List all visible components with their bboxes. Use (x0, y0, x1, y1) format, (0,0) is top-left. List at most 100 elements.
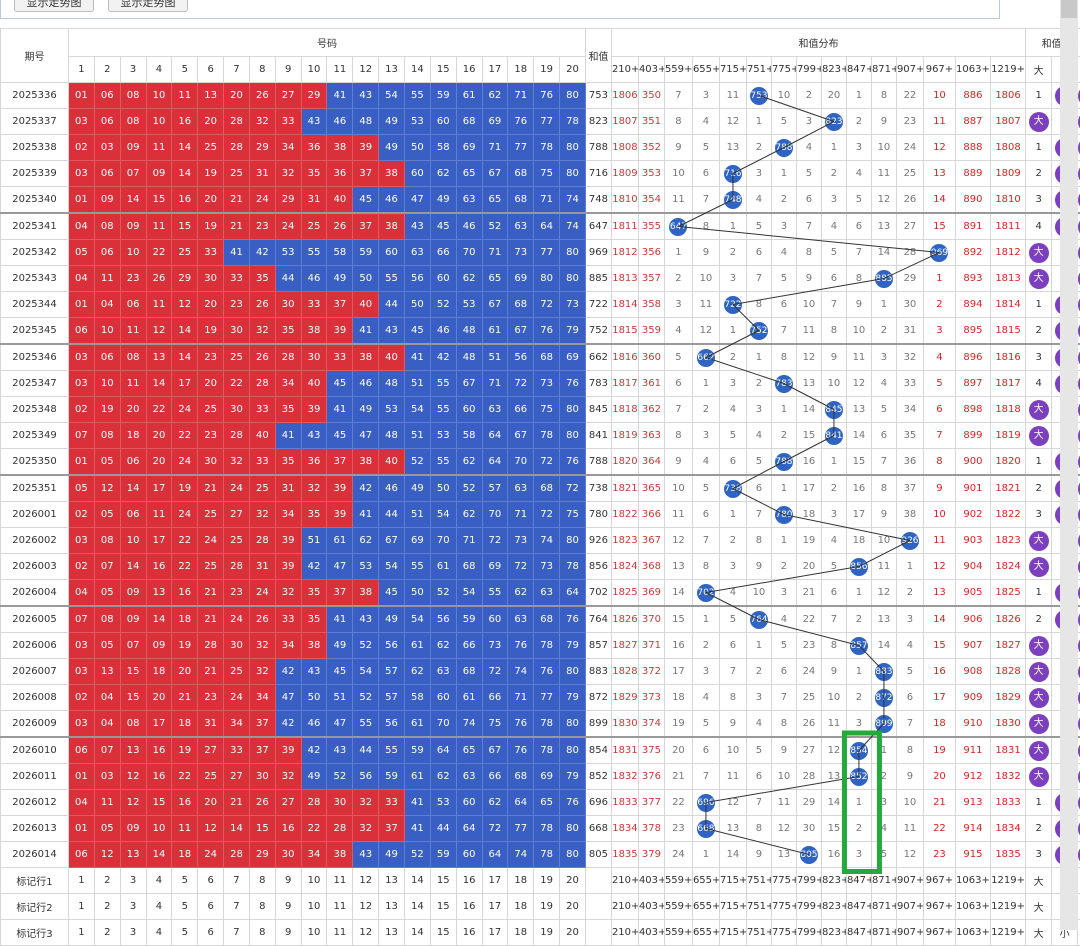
mark-num: 9 (275, 920, 301, 946)
numbers-header: 号码 (69, 29, 586, 57)
draw-number: 24 (172, 449, 198, 476)
draw-number: 20 (198, 371, 224, 397)
sum-dist-cell: 5 (846, 187, 871, 214)
sum-dist-cell: 893 (955, 266, 990, 292)
sum-dist-cell: 9 (821, 344, 846, 371)
draw-number: 12 (172, 292, 198, 318)
sum-dist-cell: 11 (923, 109, 955, 135)
dist-col-7: 799+ (796, 57, 821, 83)
sum-dist-cell: 1 (771, 161, 796, 187)
draw-number: 50 (404, 580, 430, 607)
sum-dist-cell: 7 (692, 764, 719, 790)
draw-number: 12 (120, 764, 146, 790)
sum-hit-dot: 647 (669, 218, 687, 236)
sum-dist-cell: 3 (796, 109, 821, 135)
sum-dist-cell: 377 (638, 790, 664, 816)
draw-number: 11 (94, 266, 120, 292)
draw-number: 44 (275, 266, 301, 292)
draw-number: 62 (456, 502, 482, 528)
sum-dist-cell: 8 (746, 816, 771, 842)
mark-dist: 1063+ (955, 920, 990, 946)
sum-dist-cell: 6 (771, 292, 796, 318)
sum-dist-cell: 355 (638, 213, 664, 240)
draw-number: 07 (120, 633, 146, 659)
draw-number: 08 (120, 711, 146, 738)
mark-row-label: 标记行1 (1, 868, 69, 894)
draw-number: 06 (94, 240, 120, 266)
sum-dist-cell: 7 (771, 685, 796, 711)
dist-col-11: 907+ (896, 57, 923, 83)
sum-dist-cell: 12 (664, 528, 692, 554)
sum-dist-cell: 4 (896, 633, 923, 659)
sum-dist-cell: 6 (796, 187, 821, 214)
show-chart-button-1[interactable]: 显示走势图 (14, 0, 94, 12)
draw-number: 26 (249, 344, 275, 371)
period-cell: 2026005 (1, 606, 69, 633)
period-cell: 2025341 (1, 213, 69, 240)
sum-dist-cell: 10 (871, 135, 896, 161)
draw-number: 60 (430, 266, 456, 292)
bs-cell: 大 (1026, 240, 1052, 266)
draw-number: 53 (275, 240, 301, 266)
scrollbar-track[interactable] (1060, 0, 1078, 930)
sum-dist-cell: 886 (955, 83, 990, 109)
sum-dist-cell: 1834 (611, 816, 638, 842)
sum-dist-cell: 12 (719, 790, 746, 816)
sum-dist-cell: 3 (846, 711, 871, 738)
bs-cell: 2 (1026, 816, 1052, 842)
draw-number: 05 (94, 502, 120, 528)
draw-number: 14 (120, 554, 146, 580)
bs-cell: 2 (1026, 475, 1052, 502)
sum-dist-cell: 1809 (990, 161, 1025, 187)
sum-dist-cell: 18 (846, 528, 871, 554)
sum-cell: 823 (585, 109, 611, 135)
draw-number: 72 (508, 554, 534, 580)
sum-dist-cell: 2 (664, 266, 692, 292)
sum-dist-cell: 360 (638, 344, 664, 371)
sum-dist-cell: 1 (846, 83, 871, 109)
draw-number: 67 (508, 318, 534, 345)
sum-dist-cell: 5 (664, 344, 692, 371)
draw-number: 22 (172, 528, 198, 554)
draw-number: 70 (430, 528, 456, 554)
draw-number: 24 (224, 685, 250, 711)
draw-number: 32 (249, 633, 275, 659)
draw-number: 78 (560, 554, 586, 580)
num-col-16: 16 (456, 57, 482, 83)
sum-dist-cell: 2 (746, 135, 771, 161)
sum-dist-cell: 2 (846, 109, 871, 135)
sum-dist-cell: 6 (664, 371, 692, 397)
sum-dist-cell: 7 (846, 240, 871, 266)
sum-dist-cell: 5 (821, 240, 846, 266)
sum-dist-cell: 13 (719, 135, 746, 161)
mark-dist: 775+ (771, 894, 796, 920)
draw-number: 76 (560, 449, 586, 476)
draw-number: 08 (120, 344, 146, 371)
period-cell: 2025351 (1, 475, 69, 502)
sum-dist-cell: 1818 (990, 397, 1025, 423)
draw-number: 56 (353, 764, 379, 790)
scrollbar-thumb[interactable] (1061, 0, 1077, 18)
mark-num: 8 (249, 894, 275, 920)
draw-number: 14 (146, 842, 172, 868)
draw-number: 22 (172, 554, 198, 580)
sum-dist-cell: 12 (923, 135, 955, 161)
sum-dist-hit: 748 (719, 187, 746, 214)
mark-dist: 967+ (923, 920, 955, 946)
sum-dist-cell: 901 (955, 475, 990, 502)
sum-dist-cell: 3 (746, 397, 771, 423)
sum-dist-cell: 31 (896, 318, 923, 345)
draw-number: 39 (301, 397, 327, 423)
sum-dist-cell: 8 (871, 83, 896, 109)
show-chart-button-2[interactable]: 显示走势图 (108, 0, 188, 12)
draw-number: 12 (120, 790, 146, 816)
sum-dist-cell: 1823 (990, 528, 1025, 554)
bs-cell: 大 (1026, 554, 1052, 580)
mark-num: 15 (430, 868, 456, 894)
draw-number: 58 (430, 135, 456, 161)
draw-number: 30 (327, 790, 353, 816)
